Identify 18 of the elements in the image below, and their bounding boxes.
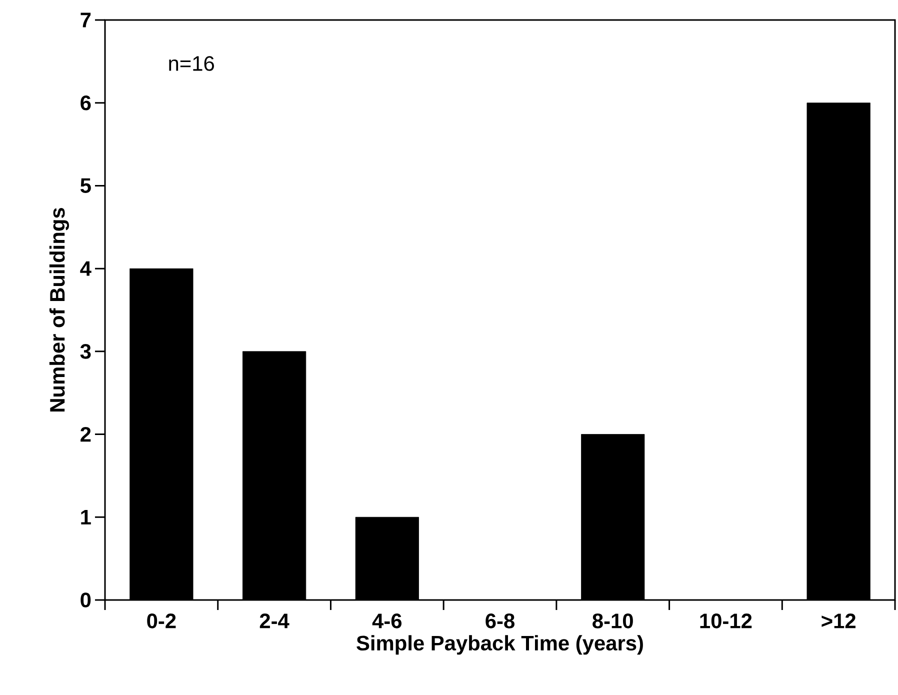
x-tick-label: 4-6 bbox=[372, 614, 402, 628]
y-tick-label: 1 bbox=[81, 510, 91, 524]
y-tick-label: 3 bbox=[80, 344, 91, 359]
y-tick-label: 0 bbox=[80, 592, 91, 608]
y-tick-label: 7 bbox=[80, 12, 91, 28]
x-tick-label: 8-10 bbox=[592, 614, 633, 628]
y-tick-label: 4 bbox=[80, 261, 92, 276]
y-tick-label: 5 bbox=[80, 178, 91, 194]
annotation: n=16 bbox=[169, 56, 214, 71]
y-axis-title: Number of Buildings bbox=[49, 208, 70, 412]
x-tick-label: 2-4 bbox=[260, 614, 290, 628]
x-tick-label: 0-2 bbox=[147, 614, 176, 628]
x-tick-label: 10-12 bbox=[700, 614, 752, 628]
x-axis-title: Simple Payback Time (years) bbox=[356, 635, 643, 655]
y-tick-label: 2 bbox=[80, 426, 91, 442]
y-tick-label: 6 bbox=[80, 95, 91, 110]
x-tick-label: >12 bbox=[822, 614, 856, 628]
x-tick-label: 6-8 bbox=[486, 614, 514, 628]
